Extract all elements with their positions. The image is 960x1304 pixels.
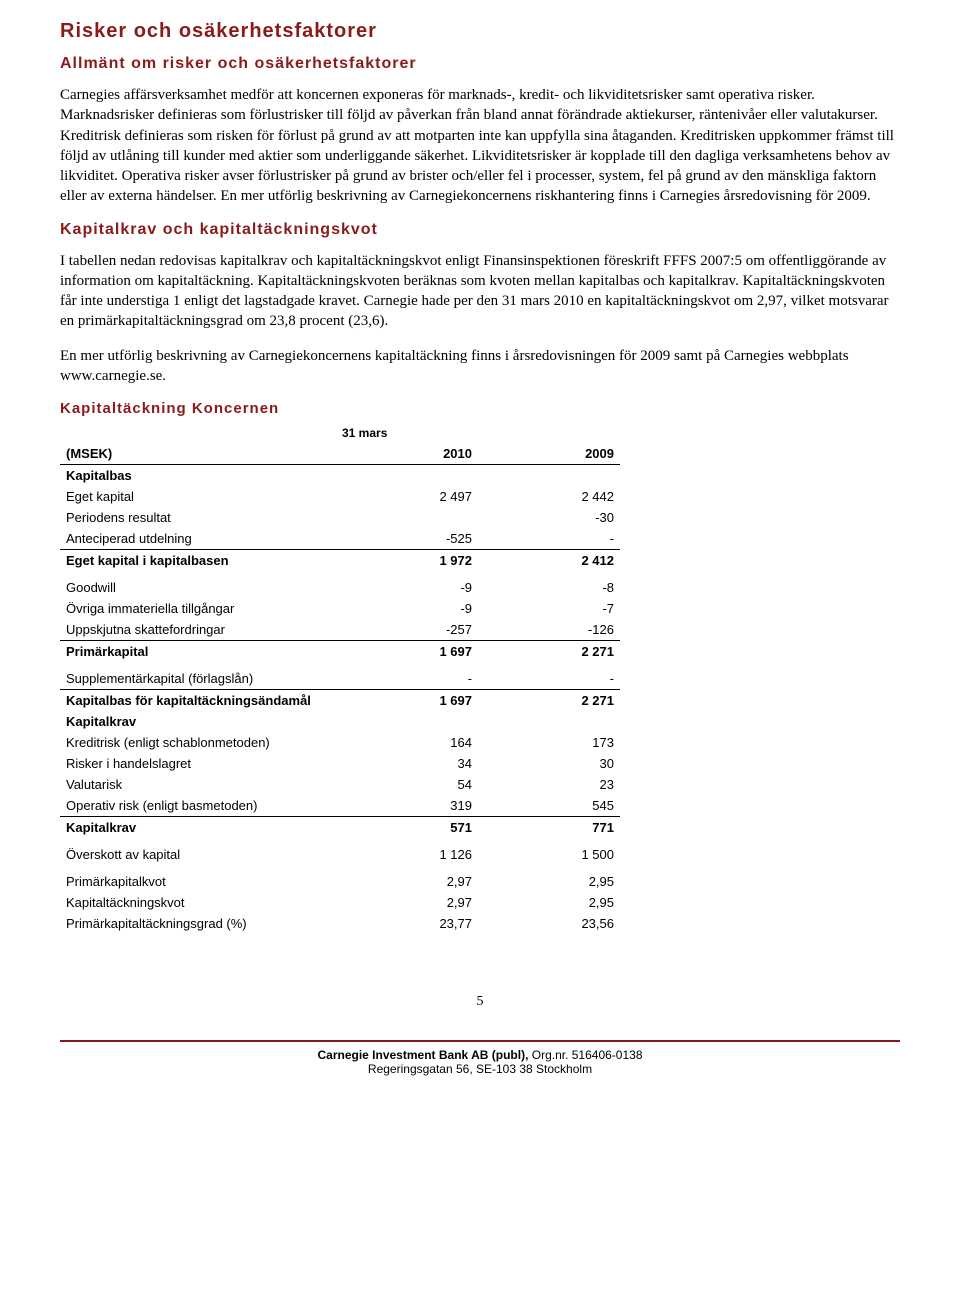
table-row-label: Primärkapitalkvot bbox=[60, 871, 336, 892]
table-row-label: Valutarisk bbox=[60, 774, 336, 795]
table-row-value: -30 bbox=[478, 507, 620, 528]
subtotal-kapitalkrav: Kapitalkrav bbox=[60, 817, 336, 839]
table-row-value: 173 bbox=[478, 732, 620, 753]
table-row-value: 2 442 bbox=[478, 486, 620, 507]
footer-orgnr: Org.nr. 516406-0138 bbox=[528, 1048, 642, 1062]
subtotal-eget-kapital: Eget kapital i kapitalbasen bbox=[60, 550, 336, 572]
table-row-value: -8 bbox=[478, 577, 620, 598]
section-kapitalbas: Kapitalbas bbox=[60, 465, 336, 487]
table-row-value: 1 500 bbox=[478, 844, 620, 865]
table-row-value: 164 bbox=[336, 732, 478, 753]
table-row-value bbox=[336, 507, 478, 528]
footer-company: Carnegie Investment Bank AB (publ), bbox=[317, 1048, 528, 1062]
subtotal-kapitalbas: Kapitalbas för kapitaltäckningsändamål bbox=[60, 690, 336, 712]
table-row-value: 2 497 bbox=[336, 486, 478, 507]
table-row-value: 1 126 bbox=[336, 844, 478, 865]
table-row-value: - bbox=[478, 528, 620, 550]
table-row-label: Eget kapital bbox=[60, 486, 336, 507]
table-row-label: Överskott av kapital bbox=[60, 844, 336, 865]
table-row-value: 30 bbox=[478, 753, 620, 774]
table-row-value: 34 bbox=[336, 753, 478, 774]
table-row-value: 23,56 bbox=[478, 913, 620, 934]
table-row-label: Primärkapitaltäckningsgrad (%) bbox=[60, 913, 336, 934]
heading-capital-req: Kapitalkrav och kapitaltäckningskvot bbox=[60, 221, 900, 239]
table-row-label: Anteciperad utdelning bbox=[60, 528, 336, 550]
paragraph-risks: Carnegies affärsverksamhet medför att ko… bbox=[60, 85, 900, 207]
table-row-value: 23 bbox=[478, 774, 620, 795]
page-number: 5 bbox=[60, 994, 900, 1010]
table-row-label: Periodens resultat bbox=[60, 507, 336, 528]
paragraph-reference: En mer utförlig beskrivning av Carnegiek… bbox=[60, 346, 900, 387]
period-label: 31 mars bbox=[336, 423, 620, 443]
table-row-value: 2,95 bbox=[478, 871, 620, 892]
table-row-label: Kapitaltäckningskvot bbox=[60, 892, 336, 913]
table-row-value: - bbox=[478, 668, 620, 690]
heading-risks: Risker och osäkerhetsfaktorer bbox=[60, 20, 900, 43]
table-row-value: 319 bbox=[336, 795, 478, 817]
table-row-value: 2,97 bbox=[336, 892, 478, 913]
table-row-value: -525 bbox=[336, 528, 478, 550]
col-2009: 2009 bbox=[478, 443, 620, 465]
table-row-value: 2,95 bbox=[478, 892, 620, 913]
table-row-value: -257 bbox=[336, 619, 478, 641]
table-row-label: Goodwill bbox=[60, 577, 336, 598]
table-row-label: Kreditrisk (enligt schablonmetoden) bbox=[60, 732, 336, 753]
table-row-label: Uppskjutna skattefordringar bbox=[60, 619, 336, 641]
table-row-value: -126 bbox=[478, 619, 620, 641]
table-row-label: Operativ risk (enligt basmetoden) bbox=[60, 795, 336, 817]
table-row-value: - bbox=[336, 668, 478, 690]
col-2010: 2010 bbox=[336, 443, 478, 465]
table-row-value: -9 bbox=[336, 577, 478, 598]
table-row-value: 23,77 bbox=[336, 913, 478, 934]
paragraph-capital-req: I tabellen nedan redovisas kapitalkrav o… bbox=[60, 251, 900, 332]
footer-address: Regeringsgatan 56, SE-103 38 Stockholm bbox=[60, 1062, 900, 1076]
col-label: (MSEK) bbox=[60, 443, 336, 465]
table-row-value: -9 bbox=[336, 598, 478, 619]
table-row-label: Övriga immateriella tillgångar bbox=[60, 598, 336, 619]
page-footer: 5 Carnegie Investment Bank AB (publ), Or… bbox=[60, 994, 900, 1076]
table-row-value: 545 bbox=[478, 795, 620, 817]
section-kapitalkrav: Kapitalkrav bbox=[60, 711, 336, 732]
capital-table: 31 mars (MSEK) 2010 2009 Kapitalbas Eget… bbox=[60, 423, 620, 934]
table-row-label: Risker i handelslagret bbox=[60, 753, 336, 774]
table-row-value: 54 bbox=[336, 774, 478, 795]
table-title: Kapitaltäckning Koncernen bbox=[60, 400, 900, 417]
heading-general-risks: Allmänt om risker och osäkerhetsfaktorer bbox=[60, 55, 900, 73]
subtotal-primarkapital: Primärkapital bbox=[60, 641, 336, 663]
table-row-value: -7 bbox=[478, 598, 620, 619]
table-row-value: 2,97 bbox=[336, 871, 478, 892]
table-row-label: Supplementärkapital (förlagslån) bbox=[60, 668, 336, 690]
